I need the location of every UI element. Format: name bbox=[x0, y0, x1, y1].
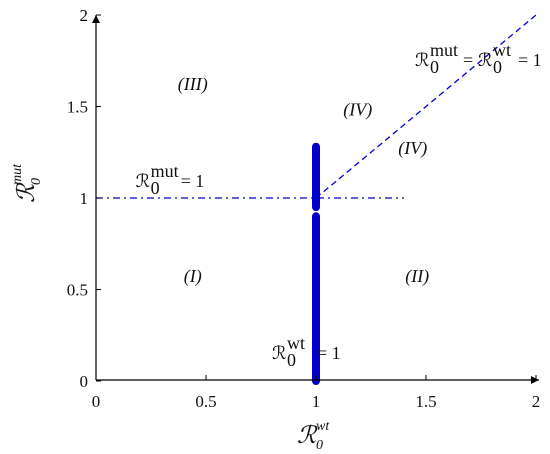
annotation-2-left-main: ℛ bbox=[415, 50, 429, 70]
axes bbox=[92, 14, 539, 384]
labels-layer: 0 0.5 1 1.5 2 0 0.5 1 1.5 2 (I) (II) (III) (IV) (IV) ℛ m… bbox=[10, 6, 542, 453]
annotation-1-sup: wt bbox=[287, 333, 305, 353]
annotation-1-sub: 0 bbox=[287, 350, 296, 370]
series-layer bbox=[96, 14, 537, 385]
y-tick-label-4: 2 bbox=[80, 6, 89, 25]
region-label-1: (II) bbox=[405, 266, 429, 287]
annotation-0-rhs: = 1 bbox=[181, 171, 205, 191]
x-axis-title-sub: 0 bbox=[316, 438, 323, 453]
y-axis-arrow bbox=[92, 15, 100, 23]
y-tick-label-0: 0 bbox=[80, 372, 89, 391]
annotation-0-sub: 0 bbox=[151, 178, 160, 198]
annotation-2-right-sub: 0 bbox=[493, 57, 502, 77]
x-tick-label-2: 1 bbox=[312, 392, 321, 411]
x-tick-label-1: 0.5 bbox=[195, 392, 216, 411]
annotation-1-main: ℛ bbox=[272, 343, 286, 363]
y-tick-label-3: 1.5 bbox=[67, 98, 88, 117]
series-line-3 bbox=[315, 14, 537, 199]
region-label-0: (I) bbox=[184, 266, 202, 287]
y-axis-title-sup: mut bbox=[10, 163, 25, 185]
region-label-2: (III) bbox=[178, 74, 208, 95]
x-axis-title-sup: wt bbox=[316, 419, 330, 434]
x-tick-label-3: 1.5 bbox=[415, 392, 436, 411]
annotation-2-mid: = bbox=[463, 50, 473, 70]
annotation-2-right-sup: wt bbox=[493, 40, 511, 60]
annotation-0-main: ℛ bbox=[136, 171, 150, 191]
x-tick-label-4: 2 bbox=[532, 392, 541, 411]
y-tick-label-1: 0.5 bbox=[67, 281, 88, 300]
region-label-4: (IV) bbox=[398, 138, 427, 159]
y-axis-title-sub: 0 bbox=[29, 178, 44, 185]
annotation-2-left-sup: mut bbox=[430, 40, 458, 60]
x-tick-label-0: 0 bbox=[92, 392, 101, 411]
y-axis-title-main: ℛ bbox=[14, 182, 40, 203]
annotation-2-right-main: ℛ bbox=[478, 50, 492, 70]
annotation-2-rhs: = 1 bbox=[518, 50, 542, 70]
region-label-3: (IV) bbox=[343, 100, 372, 121]
annotation-1-rhs: = 1 bbox=[317, 343, 341, 363]
annotation-2-left-sub: 0 bbox=[430, 57, 439, 77]
annotation-0-sup: mut bbox=[151, 161, 179, 181]
x-axis-arrow bbox=[531, 376, 539, 384]
y-tick-label-2: 1 bbox=[80, 189, 89, 208]
x-axis-title-main: ℛ bbox=[297, 423, 318, 449]
